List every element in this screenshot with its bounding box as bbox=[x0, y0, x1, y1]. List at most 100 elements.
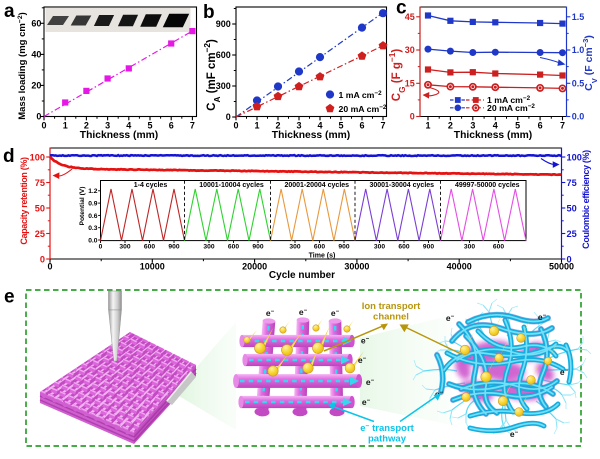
svg-text:0: 0 bbox=[47, 262, 52, 272]
svg-text:600: 600 bbox=[398, 244, 409, 251]
svg-text:Coulombic efficiency (%): Coulombic efficiency (%) bbox=[581, 150, 591, 249]
svg-text:0: 0 bbox=[567, 254, 572, 264]
svg-text:600: 600 bbox=[144, 244, 155, 251]
svg-text:300: 300 bbox=[203, 244, 214, 251]
svg-text:50: 50 bbox=[567, 203, 577, 213]
svg-text:Potential (V): Potential (V) bbox=[79, 186, 86, 225]
svg-text:600: 600 bbox=[228, 244, 239, 251]
svg-text:4: 4 bbox=[317, 120, 322, 130]
svg-text:Thickness (mm): Thickness (mm) bbox=[272, 130, 350, 141]
svg-text:75: 75 bbox=[567, 178, 577, 188]
svg-text:c: c bbox=[396, 0, 407, 19]
svg-text:20001-20004 cycles: 20001-20004 cycles bbox=[284, 182, 349, 189]
svg-text:0: 0 bbox=[226, 112, 231, 122]
svg-text:4: 4 bbox=[493, 120, 498, 130]
svg-text:30000: 30000 bbox=[344, 262, 369, 272]
svg-text:1: 1 bbox=[425, 120, 430, 130]
svg-text:Time (s): Time (s) bbox=[309, 253, 336, 260]
svg-text:0: 0 bbox=[41, 120, 46, 130]
svg-text:300: 300 bbox=[374, 244, 385, 251]
svg-text:75: 75 bbox=[35, 178, 45, 188]
svg-text:0.0: 0.0 bbox=[88, 237, 98, 244]
svg-text:e−: e− bbox=[560, 367, 569, 377]
svg-text:1-4 cycles: 1-4 cycles bbox=[134, 182, 168, 189]
svg-text:30: 30 bbox=[405, 45, 415, 55]
svg-text:a: a bbox=[4, 1, 15, 22]
svg-text:25: 25 bbox=[35, 229, 45, 239]
svg-text:20000: 20000 bbox=[242, 262, 267, 272]
svg-text:600: 600 bbox=[314, 244, 325, 251]
svg-text:15: 15 bbox=[405, 78, 415, 88]
svg-text:2: 2 bbox=[275, 120, 280, 130]
svg-text:0: 0 bbox=[410, 112, 415, 122]
svg-text:20: 20 bbox=[31, 81, 41, 91]
svg-text:Capacity retention (%): Capacity retention (%) bbox=[19, 157, 29, 245]
svg-text:50000: 50000 bbox=[549, 262, 574, 272]
svg-text:e−: e− bbox=[358, 355, 367, 365]
svg-text:20 mA cm−2: 20 mA cm−2 bbox=[487, 103, 535, 114]
svg-text:3: 3 bbox=[470, 120, 475, 130]
svg-text:0.0: 0.0 bbox=[572, 112, 585, 122]
svg-text:49997-50000 cycles: 49997-50000 cycles bbox=[455, 182, 520, 189]
svg-text:6: 6 bbox=[359, 120, 364, 130]
svg-text:900: 900 bbox=[252, 244, 263, 251]
svg-text:0.6: 0.6 bbox=[88, 213, 98, 220]
svg-text:5: 5 bbox=[147, 120, 152, 130]
svg-text:7: 7 bbox=[380, 120, 385, 130]
svg-text:pathway: pathway bbox=[368, 434, 407, 445]
svg-text:b: b bbox=[203, 2, 215, 23]
svg-text:10001-10004 cycles: 10001-10004 cycles bbox=[199, 182, 264, 189]
svg-text:45: 45 bbox=[405, 12, 415, 22]
svg-text:CV (F cm−3): CV (F cm−3) bbox=[581, 35, 599, 91]
svg-text:e−: e− bbox=[331, 308, 340, 318]
svg-text:e−: e− bbox=[362, 397, 371, 407]
svg-text:5: 5 bbox=[338, 120, 343, 130]
svg-text:5: 5 bbox=[515, 120, 520, 130]
svg-text:e−: e− bbox=[538, 312, 547, 322]
svg-text:1.5: 1.5 bbox=[572, 12, 585, 22]
svg-text:30001-30004 cycles: 30001-30004 cycles bbox=[369, 182, 434, 189]
svg-text:0: 0 bbox=[36, 112, 41, 122]
svg-text:40: 40 bbox=[31, 50, 41, 60]
svg-text:CA (mF cm−2): CA (mF cm−2) bbox=[202, 39, 222, 111]
svg-text:300: 300 bbox=[216, 81, 231, 91]
svg-text:2: 2 bbox=[84, 120, 89, 130]
svg-text:7: 7 bbox=[190, 120, 195, 130]
svg-text:300: 300 bbox=[289, 244, 300, 251]
svg-text:e−: e− bbox=[266, 308, 275, 318]
svg-text:100: 100 bbox=[30, 152, 45, 162]
svg-text:e−: e− bbox=[361, 336, 370, 346]
svg-text:0.5: 0.5 bbox=[572, 78, 585, 88]
svg-text:60: 60 bbox=[31, 19, 41, 29]
svg-text:3: 3 bbox=[105, 120, 110, 130]
svg-text:0.9: 0.9 bbox=[88, 201, 98, 208]
svg-text:4: 4 bbox=[126, 120, 131, 130]
svg-text:e− transport: e− transport bbox=[360, 423, 414, 435]
svg-text:e−: e− bbox=[510, 429, 519, 439]
svg-text:d: d bbox=[3, 146, 15, 167]
svg-text:3: 3 bbox=[296, 120, 301, 130]
svg-text:300: 300 bbox=[464, 244, 475, 251]
svg-text:900: 900 bbox=[423, 244, 434, 251]
svg-text:20 mA cm−2: 20 mA cm−2 bbox=[339, 103, 387, 114]
svg-text:e−: e− bbox=[299, 307, 308, 317]
svg-text:1: 1 bbox=[63, 120, 68, 130]
svg-text:40000: 40000 bbox=[447, 262, 472, 272]
svg-text:10000: 10000 bbox=[140, 262, 165, 272]
svg-text:1.0: 1.0 bbox=[572, 45, 585, 55]
svg-text:600: 600 bbox=[493, 244, 504, 251]
svg-text:Cycle number: Cycle number bbox=[269, 270, 335, 281]
svg-text:channel: channel bbox=[373, 312, 409, 323]
svg-text:e−: e− bbox=[446, 313, 455, 323]
svg-text:e−: e− bbox=[366, 377, 375, 387]
svg-text:100: 100 bbox=[567, 152, 582, 162]
svg-text:2: 2 bbox=[448, 120, 453, 130]
svg-text:e: e bbox=[4, 287, 15, 308]
svg-text:0.3: 0.3 bbox=[88, 225, 98, 232]
svg-text:1: 1 bbox=[254, 120, 259, 130]
svg-text:50: 50 bbox=[35, 203, 45, 213]
svg-text:1 mA cm−2: 1 mA cm−2 bbox=[487, 95, 531, 106]
svg-text:6: 6 bbox=[538, 120, 543, 130]
svg-text:7: 7 bbox=[560, 120, 565, 130]
svg-text:Ion transport: Ion transport bbox=[362, 301, 421, 312]
